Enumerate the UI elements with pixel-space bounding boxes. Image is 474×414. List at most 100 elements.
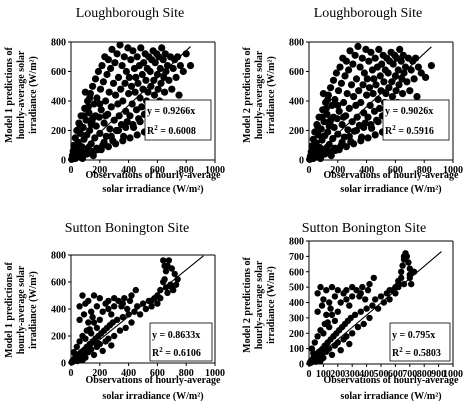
- data-point: [345, 104, 353, 112]
- data-point: [129, 121, 137, 129]
- data-point: [375, 45, 383, 54]
- data-point: [336, 63, 344, 71]
- data-point: [348, 118, 356, 126]
- data-point: [317, 283, 324, 291]
- data-point: [111, 303, 118, 310]
- data-point: [161, 276, 168, 283]
- data-point: [82, 335, 89, 342]
- data-point: [349, 293, 356, 300]
- y-tick-label: 600: [289, 67, 304, 78]
- data-point: [376, 72, 384, 80]
- data-point: [343, 90, 351, 98]
- data-point: [76, 316, 83, 323]
- data-point: [128, 292, 135, 299]
- data-point: [119, 313, 127, 321]
- data-point: [124, 305, 131, 313]
- data-point: [332, 69, 340, 77]
- data-point: [314, 308, 321, 315]
- data-point: [116, 327, 124, 334]
- data-point: [93, 144, 101, 152]
- data-point: [125, 90, 133, 98]
- r-squared-superscript: 2: [154, 124, 158, 132]
- data-point: [114, 73, 123, 81]
- data-point: [374, 118, 382, 126]
- data-point: [314, 131, 322, 139]
- data-point: [363, 75, 371, 83]
- equation-box: [389, 322, 451, 362]
- data-point: [90, 319, 98, 326]
- data-point: [352, 126, 361, 135]
- data-point: [94, 67, 102, 76]
- chart-panel-3: Sutton Bonington Site 0 200 400 600 800 0 200 40…: [4, 221, 225, 402]
- data-point: [353, 113, 361, 121]
- data-point: [371, 54, 379, 62]
- data-point: [128, 100, 136, 108]
- x-axis-label-line: solar irradiance (W/m²): [102, 391, 203, 402]
- x-tick-label: 800: [179, 368, 194, 379]
- data-point: [161, 88, 169, 96]
- data-point: [343, 333, 350, 340]
- data-point: [357, 290, 364, 297]
- trendline-equation: y = 0.795x: [392, 330, 435, 341]
- data-point: [380, 78, 388, 86]
- data-point: [399, 90, 407, 98]
- data-point: [360, 123, 368, 132]
- data-point: [76, 121, 84, 129]
- data-point: [394, 66, 402, 74]
- data-point: [346, 47, 354, 55]
- data-point: [367, 121, 375, 129]
- data-point: [127, 56, 135, 64]
- data-point: [139, 300, 147, 307]
- data-point: [328, 351, 336, 358]
- x-tick-label: 600: [150, 165, 165, 176]
- data-point: [374, 305, 382, 312]
- data-point: [316, 143, 324, 152]
- data-point: [127, 82, 136, 90]
- data-point: [179, 67, 187, 76]
- data-point: [120, 53, 128, 61]
- data-point: [376, 104, 384, 112]
- data-point: [329, 113, 338, 121]
- data-point: [105, 305, 112, 313]
- r-squared-symbol: R: [152, 348, 160, 359]
- y-tick-label: 400: [289, 298, 304, 309]
- data-point: [122, 324, 129, 332]
- chart-title: Loughborough Site: [76, 6, 185, 21]
- data-point: [369, 90, 377, 98]
- data-point: [367, 48, 375, 56]
- data-point: [119, 300, 127, 307]
- data-point: [85, 297, 92, 305]
- y-axis-label-line: hourly-average solar: [16, 50, 27, 139]
- data-point: [427, 62, 435, 70]
- data-point: [132, 73, 140, 81]
- data-points: [68, 41, 195, 163]
- data-point: [384, 69, 392, 77]
- data-point: [140, 59, 148, 67]
- data-point: [93, 303, 101, 310]
- trendline: [308, 251, 442, 365]
- data-point: [354, 42, 362, 51]
- data-point: [86, 149, 94, 157]
- y-tick-label: 400: [51, 97, 66, 108]
- data-point: [363, 305, 370, 312]
- data-point: [346, 302, 353, 309]
- data-point: [84, 103, 92, 111]
- data-point: [165, 257, 173, 264]
- x-axis-label-line: solar irradiance (W/m²): [102, 184, 203, 195]
- data-point: [107, 132, 115, 140]
- data-point: [331, 144, 339, 152]
- data-point: [136, 311, 144, 318]
- data-point: [364, 287, 372, 294]
- y-axis-label-line: hourly-average solar: [254, 260, 265, 349]
- data-point: [96, 295, 104, 302]
- data-point: [316, 152, 325, 160]
- y-axis-label-line: irradiance (W/m²): [266, 56, 277, 134]
- data-point: [89, 313, 96, 321]
- data-point: [102, 112, 110, 120]
- y-axis-label-line: Model 1 predictions of: [4, 262, 15, 358]
- data-point: [345, 132, 353, 140]
- x-axis-label-line: Observations of hourly-average: [86, 170, 222, 181]
- data-point: [328, 311, 336, 318]
- y-axis-label-line: hourly-average solar: [254, 50, 265, 139]
- x-tick-label: 800: [417, 165, 432, 176]
